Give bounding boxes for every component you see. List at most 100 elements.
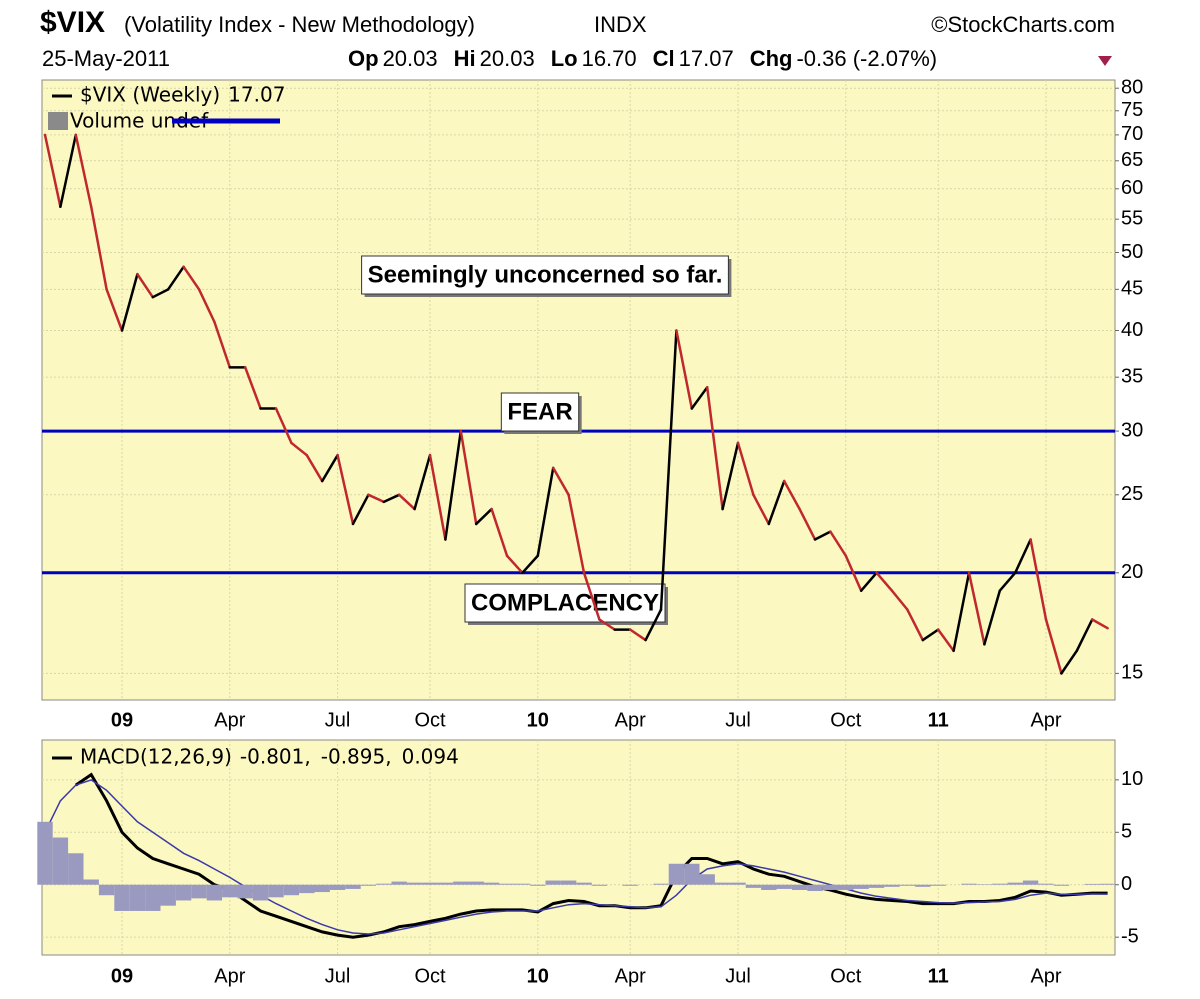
- histogram-bar: [884, 884, 900, 887]
- histogram-bar: [37, 821, 53, 885]
- price-segment: [921, 628, 940, 642]
- x-tick-label: 09: [111, 965, 133, 987]
- histogram-bar: [160, 884, 176, 906]
- histogram-bar: [391, 881, 407, 885]
- legend-value: -0.801: [240, 745, 304, 769]
- quote-value: -0.36 (-2.07%): [796, 46, 937, 71]
- histogram-bar: [468, 881, 484, 885]
- y-tick-label: 10: [1121, 768, 1143, 790]
- price-segment: [120, 272, 139, 332]
- y-tick-label: 65: [1121, 149, 1143, 171]
- y-tick-label: 25: [1121, 483, 1143, 505]
- label-background: [361, 255, 729, 295]
- histogram-bar: [98, 884, 115, 896]
- symbol: $VIX: [40, 6, 105, 39]
- price-segment: [320, 453, 339, 483]
- price-segment: [782, 479, 801, 511]
- histogram-bar: [730, 882, 746, 885]
- histogram-bar: [545, 880, 561, 885]
- quote-value: 20.03: [383, 46, 438, 71]
- histogram-bar: [822, 884, 839, 890]
- label-box: COMPLACENCY: [464, 583, 669, 625]
- y-tick-label: -5: [1121, 925, 1139, 947]
- price-segment: [367, 493, 386, 504]
- histogram-bar: [129, 884, 146, 911]
- histogram-bar: [114, 884, 130, 911]
- price-segment: [274, 407, 293, 445]
- price-segment: [983, 589, 1002, 646]
- x-tick-label: 10: [527, 709, 549, 731]
- histogram-bar: [699, 874, 715, 885]
- histogram-bar: [1022, 880, 1039, 885]
- quote-label: Cl: [653, 46, 675, 71]
- histogram-bar: [684, 863, 700, 885]
- y-tick-label: 70: [1121, 123, 1143, 145]
- price-segment: [829, 530, 848, 558]
- histogram-bar: [68, 853, 84, 885]
- price-segment: [243, 366, 262, 410]
- price-segment: [844, 554, 863, 592]
- histogram-bar: [622, 884, 638, 886]
- y-tick-label: 45: [1121, 278, 1143, 300]
- legend-value: 17.07: [228, 83, 285, 107]
- histogram-bar: [329, 884, 346, 890]
- price-segment: [459, 429, 478, 526]
- price-segment: [1044, 618, 1063, 675]
- date: 25-May-2011: [42, 46, 170, 71]
- price-segment: [336, 453, 355, 526]
- histogram-bar: [1053, 884, 1070, 886]
- x-tick-label: 11: [928, 965, 949, 987]
- price-segment: [521, 554, 540, 575]
- price-segment: [567, 493, 586, 575]
- histogram-bar: [992, 883, 1008, 885]
- price-segment: [752, 493, 771, 526]
- price-segment: [290, 441, 309, 457]
- price-segment: [428, 453, 447, 541]
- price-segment: [767, 479, 786, 526]
- price-segment: [1090, 618, 1109, 630]
- price-segment: [305, 453, 324, 483]
- legend-value: -0.895: [321, 745, 385, 769]
- price-segment: [397, 493, 416, 511]
- line-series: [44, 779, 1108, 935]
- y-tick-label: 50: [1121, 241, 1143, 263]
- histogram-bar: [222, 884, 238, 898]
- price-segment: [859, 571, 878, 592]
- y-tick-label: 55: [1121, 207, 1143, 229]
- price-segment: [582, 571, 601, 621]
- histogram-bar: [283, 884, 300, 896]
- price-segment: [382, 493, 401, 504]
- histogram-bar: [976, 884, 993, 885]
- histogram-bar: [252, 884, 269, 901]
- y-tick-label: 5: [1121, 821, 1132, 843]
- label-text: FEAR: [507, 398, 572, 425]
- histogram-bar: [653, 883, 669, 885]
- x-tick-label: 10: [527, 965, 549, 987]
- y-tick-label: 20: [1121, 561, 1143, 583]
- exchange: INDX: [594, 12, 647, 37]
- price-segment: [1075, 618, 1094, 653]
- price-segment: [906, 608, 925, 642]
- price-segment: [182, 265, 201, 291]
- y-tick-label: 30: [1121, 419, 1143, 441]
- price-segment: [136, 272, 155, 299]
- histogram-bar: [175, 884, 192, 901]
- x-tick-label: Apr: [615, 965, 646, 987]
- histogram-bar: [761, 884, 777, 890]
- price-segment: [736, 441, 755, 497]
- histogram-bar: [83, 879, 99, 885]
- histogram-bar: [868, 884, 885, 888]
- histogram-bar: [499, 883, 515, 885]
- legend-separator: ,: [385, 745, 391, 769]
- histogram-bar: [422, 882, 438, 885]
- price-segment: [1060, 649, 1079, 675]
- histogram-bar: [145, 884, 161, 911]
- histogram-bar: [237, 884, 253, 899]
- histogram-bar: [453, 881, 469, 885]
- price-segment: [598, 618, 617, 631]
- price-segment: [798, 507, 817, 541]
- price-segment: [213, 320, 232, 369]
- histogram-bar: [668, 863, 685, 885]
- quote-value: 20.03: [480, 46, 535, 71]
- price-segment: [628, 628, 647, 642]
